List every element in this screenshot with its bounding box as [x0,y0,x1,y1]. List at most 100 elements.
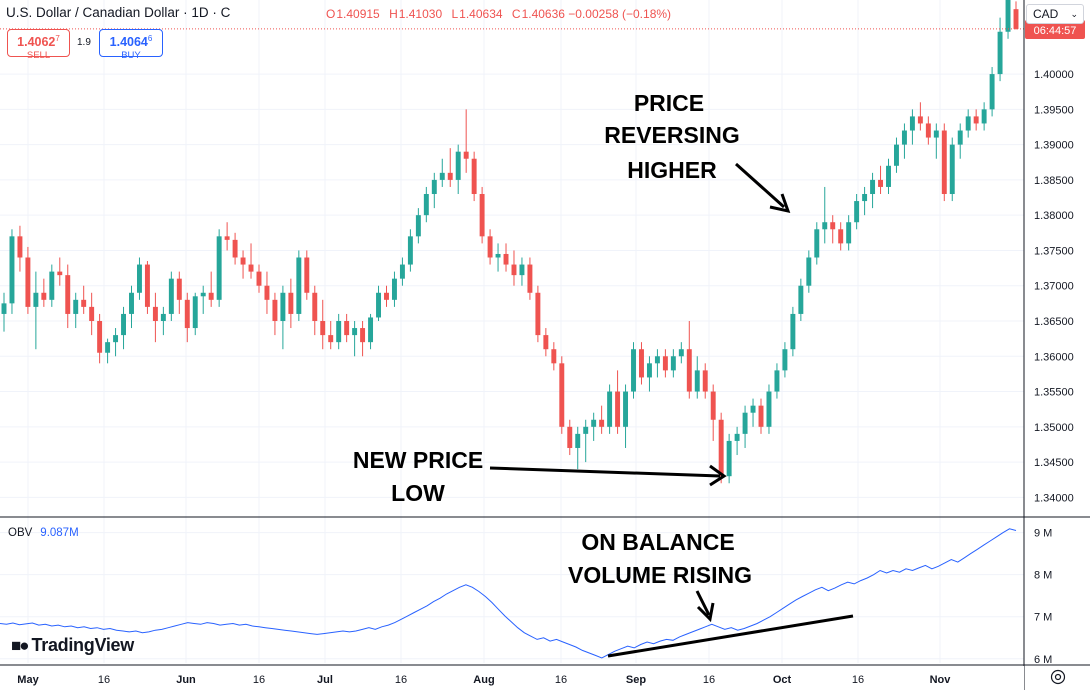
candle-body [933,130,939,138]
candle-body [814,229,820,258]
spread-value: 1.9 [77,37,91,48]
candle-body [97,320,103,353]
gear-icon[interactable] [1050,669,1066,685]
candle-body [917,116,923,124]
candle-body [264,285,270,300]
candle-body [471,158,477,195]
price-tick-label: 1.35000 [1034,422,1074,434]
candle-body [886,165,891,187]
candle-body [543,335,549,350]
candle-body [583,426,589,434]
annotation-newlow-line2: LOW [391,480,445,506]
obv-legend[interactable]: OBV 9.087M [8,527,79,539]
candle-body [1013,9,1019,29]
price-tick-label: 1.38500 [1034,175,1074,187]
candle-body [41,292,47,300]
time-tick-label: 16 [555,674,567,686]
candle-body [479,194,485,237]
sell-button[interactable]: 1.40627 SELL [7,29,70,61]
candle-body [846,222,852,244]
price-tick-label: 1.35500 [1034,387,1074,399]
candle-body [33,292,39,307]
price-tick-label: 1.39000 [1034,140,1074,152]
obv-tick-label: 6 M [1034,654,1052,666]
candle-body [559,363,565,427]
candle-body [344,320,350,336]
price-tag [1025,20,1085,39]
time-tick-label: 16 [703,674,715,686]
candle-body [208,292,214,300]
currency-select[interactable]: CAD ⌄ [1026,4,1084,24]
candle-body [248,264,254,272]
obv-tick-label: 8 M [1034,570,1052,582]
price-tick-label: 1.36000 [1034,351,1074,363]
candle-body [176,278,182,300]
annotation-arrow-new-low [489,464,727,487]
candle-body [391,278,397,300]
time-tick-label: Sep [626,674,646,686]
price-tick-label: 1.39500 [1034,104,1074,116]
candle-body [686,349,692,392]
candle-body [136,264,142,293]
candle-body [384,292,389,300]
candle-body [9,236,15,304]
ohlc-low-key: L [451,7,459,21]
candle-body [941,130,947,195]
currency-select-value: CAD [1033,7,1059,21]
candle-body [415,215,421,237]
candle-body [806,257,812,286]
obv-legend-value: 9.087M [40,527,79,539]
candle-body [160,313,166,321]
obv-axis-ticks[interactable]: 9 M 8 M 7 M 6 M [1034,528,1052,666]
tradingview-logo[interactable]: ■● TradingView [11,635,134,656]
candle-body [830,222,836,230]
ohlc-readout: O1.40915 H1.41030 L1.40634 C1.40636 −0.0… [326,7,677,21]
price-tick-label: 1.37500 [1034,245,1074,257]
ohlc-high-key: H [389,7,398,21]
price-tick-label: 1.36500 [1034,316,1074,328]
price-tag-countdown: 06:44:57 [1034,25,1077,37]
annotation-obv-line2: VOLUME RISING [568,562,752,588]
candle-body [431,179,437,195]
price-axis-ticks[interactable]: 1.40000 1.39500 1.39000 1.38500 1.38000 1.375… [1034,69,1074,504]
candle-body [925,123,931,138]
candle-body [495,253,501,258]
buy-label: BUY [121,50,141,62]
candle-body [503,253,509,265]
annotation-reversing-line2: REVERSING [604,122,739,148]
annotation-reversing-line3: HIGHER [627,157,717,183]
candle-body [272,299,278,321]
ohlc-low-value: 1.40634 [459,7,503,21]
candle-body [957,130,963,145]
candle-body [423,194,429,216]
symbol-title[interactable]: U.S. Dollar / Canadian Dollar · 1D · C [6,5,231,20]
time-tick-label: 16 [395,674,407,686]
candle-body [200,292,206,297]
candle-body [240,257,246,265]
candle-body [838,229,844,244]
candle-body [152,306,158,321]
time-axis-bg[interactable] [0,666,1024,690]
tradingview-logo-text: TradingView [31,635,135,655]
candle-body [766,391,772,427]
candle-body [399,264,405,279]
candle-body [662,356,668,371]
candle-body [646,363,652,378]
candle-body [551,349,557,364]
candle-body [901,130,907,145]
price-tick-label: 1.38000 [1034,210,1074,222]
candle-body [168,278,174,314]
candle-body [654,356,660,364]
time-tick-label: 16 [98,674,110,686]
candle-body [535,292,541,336]
candle-body [81,299,87,307]
candle-body [105,342,111,353]
sell-price: 1.40627 [17,34,60,50]
candle-body [997,31,1003,75]
buy-button[interactable]: 1.40646 BUY [99,29,163,61]
candle-body [360,328,366,343]
candle-body [575,433,581,448]
annotation-newlow-line1: NEW PRICE [353,447,483,473]
candle-body [822,222,828,230]
